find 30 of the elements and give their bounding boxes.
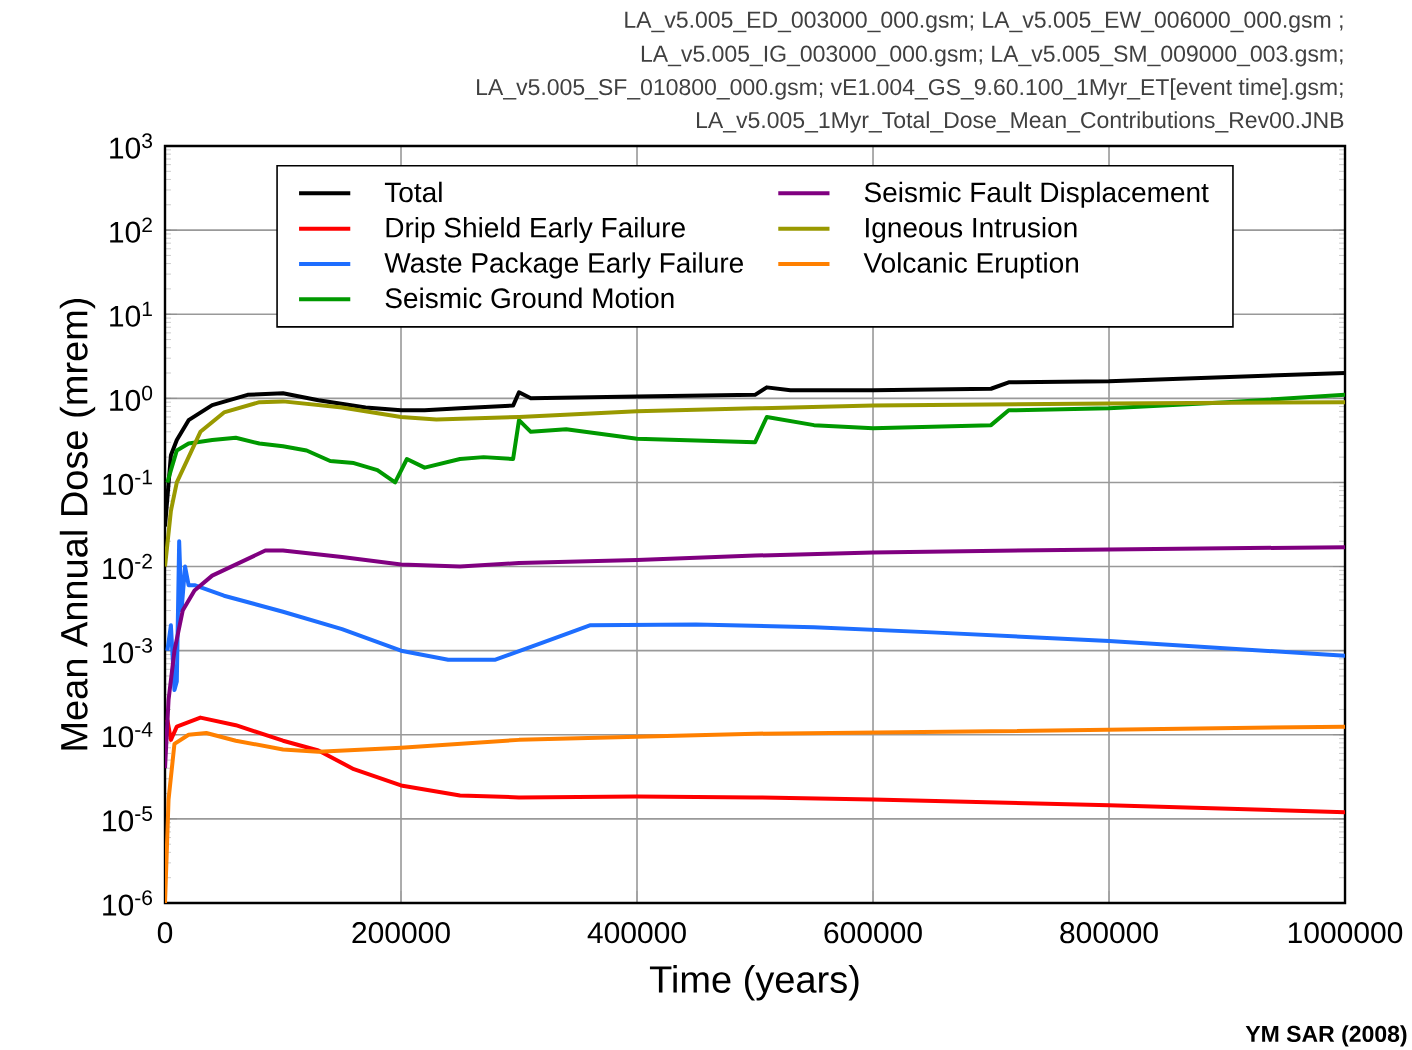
y-tick-label: 10$^{-6}$ bbox=[103, 890, 153, 916]
x-axis-title: Time (years) bbox=[649, 965, 859, 1001]
legend-label: Seismic Fault Displacement bbox=[864, 181, 1209, 208]
legend-label: Igneous Intrusion bbox=[866, 217, 1077, 244]
y-tick-label: 10$^{3}$ bbox=[110, 133, 153, 159]
x-tick-label: 400000 bbox=[587, 922, 686, 944]
legend-label: Drip Shield Early Failure bbox=[386, 217, 685, 244]
text: LA_v5.005_1Myr_Total_Dose_Mean_Contributions_Rev00.JNB bbox=[697, 111, 1344, 133]
legend-label: Volcanic Eruption bbox=[863, 252, 1078, 279]
y-tick-label: 10$^{-5}$ bbox=[103, 806, 153, 832]
text: LA_v5.005_ED_003000_000.gsm; LA_v5.005_EW_006000_000.gsm ; bbox=[625, 11, 1343, 33]
x-tick-label: 0 bbox=[157, 922, 173, 944]
text: LA_v5.005_SF_010800_000.gsm; vE1.004_GS_9.60.100_1Myr_ET[event time].gsm; bbox=[477, 78, 1343, 100]
y-tick-label: 10$^{-3}$ bbox=[103, 637, 153, 664]
y-tick-label: 10$^{1}$ bbox=[110, 301, 152, 327]
legend-label: Seismic Ground Motion bbox=[385, 287, 674, 309]
y-tick-label: 10$^{2}$ bbox=[110, 217, 152, 243]
x-tick-label: 1000000 bbox=[1288, 922, 1403, 944]
text: YM SAR (2008) bbox=[1245, 1025, 1407, 1047]
y-tick-label: 10$^{-2}$ bbox=[103, 553, 152, 580]
y-axis-title: Mean Annual Dose (mrem) bbox=[59, 298, 96, 750]
x-tick-label: 800000 bbox=[1060, 922, 1158, 944]
legend-label: Total bbox=[384, 181, 442, 203]
x-tick-label: 200000 bbox=[352, 922, 450, 944]
y-tick-label: 10$^{-1}$ bbox=[103, 469, 152, 496]
legend-label: Waste Package Early Failure bbox=[384, 252, 743, 279]
y-tick-label: 10$^{0}$ bbox=[110, 385, 153, 412]
x-tick-label: 600000 bbox=[824, 922, 922, 944]
text: LA_v5.005_IG_003000_000.gsm; LA_v5.005_SM_009000_003.gsm; bbox=[641, 45, 1343, 67]
y-tick-label: 10$^{-4}$ bbox=[103, 722, 153, 748]
